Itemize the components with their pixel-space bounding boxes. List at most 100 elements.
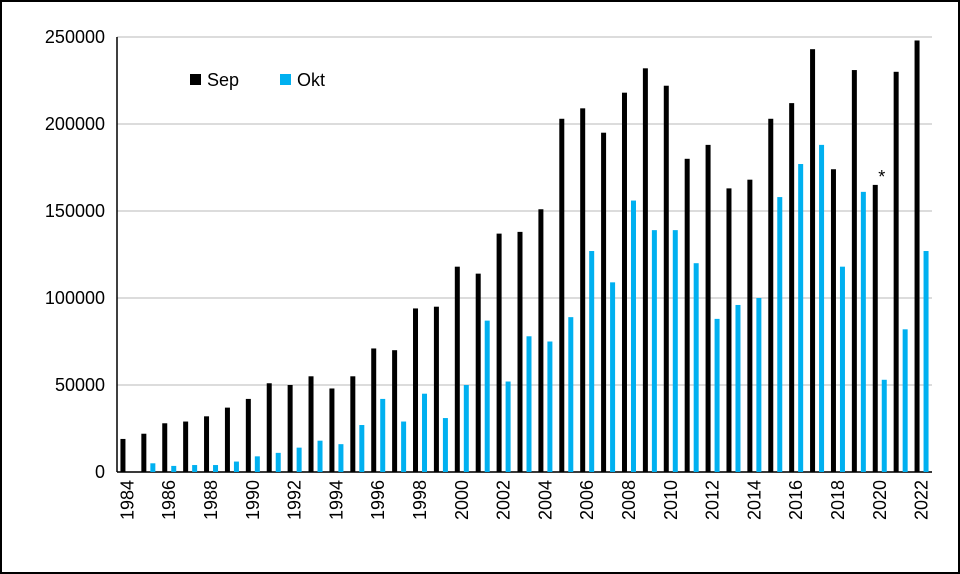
legend-swatch	[190, 74, 201, 85]
bar	[663, 85, 669, 472]
bar	[392, 350, 398, 472]
x-tick-label: 1986	[159, 480, 179, 520]
bar	[505, 381, 511, 472]
bar	[329, 388, 335, 472]
bar	[789, 103, 795, 473]
bar	[893, 71, 899, 473]
x-tick-label: 2008	[619, 480, 639, 520]
bar	[413, 308, 419, 472]
bar	[568, 317, 574, 472]
y-tick-label: 50000	[55, 375, 105, 395]
bar	[538, 209, 544, 472]
bar	[851, 70, 857, 472]
bar	[442, 418, 448, 472]
y-tick-label: 100000	[45, 288, 105, 308]
x-tick-label: 2022	[912, 480, 932, 520]
annotation: *	[878, 167, 885, 187]
x-tick-label: 2020	[870, 480, 890, 520]
bar	[350, 376, 356, 472]
bar	[830, 169, 836, 473]
bar	[798, 164, 804, 472]
bar	[454, 266, 460, 472]
bar	[705, 144, 711, 472]
legend-label: Sep	[207, 70, 239, 90]
bar	[547, 341, 553, 472]
bar	[872, 184, 878, 472]
bar	[463, 385, 469, 472]
x-tick-label: 2016	[786, 480, 806, 520]
bar	[254, 456, 260, 472]
bar	[183, 421, 189, 472]
bar	[860, 191, 866, 473]
bar	[819, 144, 825, 472]
bar	[338, 444, 344, 472]
x-tick-label: 2010	[661, 480, 681, 520]
x-tick-label: 1994	[326, 480, 346, 520]
bar	[204, 416, 210, 472]
bar	[371, 348, 377, 472]
x-tick-label: 1992	[285, 480, 305, 520]
bar	[317, 440, 323, 472]
bar	[693, 263, 699, 472]
bar	[517, 231, 523, 472]
x-tick-label: 1998	[410, 480, 430, 520]
bar	[923, 251, 929, 472]
bar	[642, 68, 648, 472]
bar	[275, 452, 281, 472]
legend-label: Okt	[297, 70, 325, 90]
bar	[359, 425, 365, 472]
bar	[287, 385, 293, 472]
bar	[881, 379, 887, 472]
bar	[672, 230, 678, 472]
x-tick-label: 1996	[368, 480, 388, 520]
bar	[296, 447, 302, 472]
bar	[380, 398, 386, 472]
bar	[914, 40, 920, 472]
bar	[475, 273, 481, 472]
bar	[233, 461, 239, 472]
x-tick-label: 2004	[535, 480, 555, 520]
bar	[422, 393, 428, 472]
bar	[756, 298, 762, 472]
bar	[589, 251, 595, 472]
x-tick-label: 1990	[243, 480, 263, 520]
bar	[726, 188, 732, 472]
y-tick-label: 200000	[45, 114, 105, 134]
bar	[120, 438, 126, 472]
bar	[496, 233, 502, 472]
bar	[839, 266, 845, 472]
bar	[777, 197, 783, 472]
x-tick-label: 2012	[703, 480, 723, 520]
bar	[559, 118, 565, 472]
bar	[213, 465, 219, 472]
bar	[141, 433, 147, 472]
bar	[747, 179, 753, 472]
x-tick-label: 2014	[744, 480, 764, 520]
bar	[601, 132, 607, 472]
bar	[610, 282, 616, 472]
bar	[171, 465, 177, 472]
y-tick-label: 150000	[45, 201, 105, 221]
bar	[266, 383, 272, 472]
bar	[768, 118, 774, 472]
y-tick-label: 0	[95, 462, 105, 482]
bar	[630, 200, 636, 472]
bar	[192, 465, 198, 472]
bar	[162, 423, 168, 472]
bar	[224, 407, 230, 472]
bar	[651, 230, 657, 472]
bar	[484, 320, 490, 472]
bar	[621, 92, 627, 473]
bar	[150, 463, 156, 472]
bar	[810, 49, 816, 473]
x-tick-label: 2006	[577, 480, 597, 520]
bar	[735, 304, 741, 472]
bar	[308, 376, 314, 472]
x-tick-label: 2018	[828, 480, 848, 520]
bar	[245, 398, 251, 472]
bar	[684, 158, 690, 473]
x-tick-label: 1988	[201, 480, 221, 520]
x-tick-label: 1984	[117, 480, 137, 520]
